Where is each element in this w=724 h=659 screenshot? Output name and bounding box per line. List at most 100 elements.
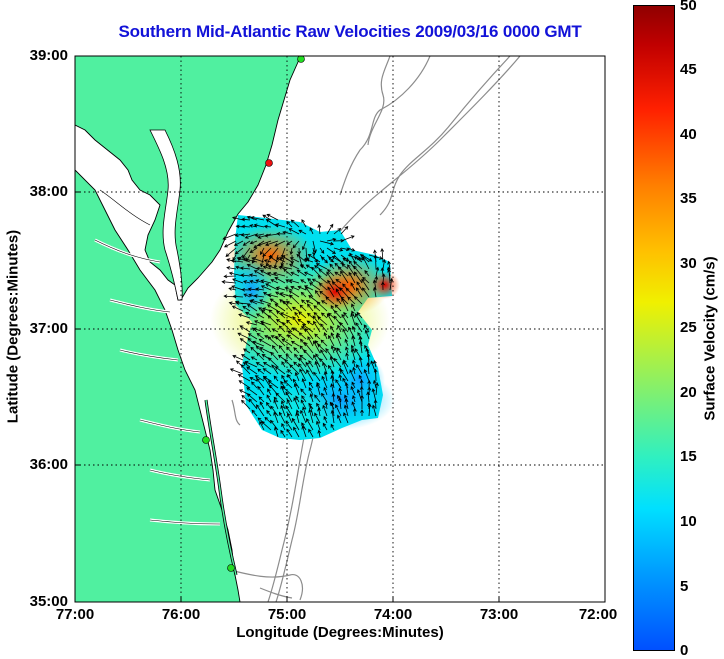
velocity-arrow [353, 296, 363, 305]
velocity-arrow [382, 258, 386, 270]
velocity-arrow [313, 340, 321, 354]
velocity-arrow [276, 257, 286, 263]
velocity-arrow [355, 287, 363, 298]
velocity-arrow [362, 256, 370, 270]
velocity-arrow [283, 380, 293, 389]
velocity-arrow [314, 290, 321, 298]
velocity-arrow [234, 247, 244, 255]
velocity-arrow [335, 278, 342, 284]
velocity-arrow [258, 396, 265, 403]
velocity-arrow [232, 354, 244, 361]
velocity-arrow [342, 257, 349, 263]
velocity-arrow [249, 247, 258, 253]
velocity-arrow [294, 353, 300, 361]
velocity-arrow [275, 392, 286, 403]
velocity-arrow [317, 429, 322, 438]
velocity-arrow [317, 316, 328, 326]
velocity-arrow [250, 356, 258, 361]
velocity-arrow [298, 229, 307, 235]
velocity-arrow [231, 216, 244, 221]
velocity-arrow [281, 386, 293, 396]
velocity-arrow [335, 404, 342, 417]
velocity-arrow [274, 277, 286, 284]
velocity-arrow [356, 281, 363, 291]
velocity-arrow [287, 369, 293, 375]
velocity-arrow [275, 286, 286, 291]
velocity-arrow [311, 247, 316, 256]
velocity-arrow [330, 423, 335, 431]
x-tick-label: 73:00 [479, 606, 519, 623]
velocity-arrow [250, 346, 258, 354]
tick-marks [75, 191, 500, 602]
velocity-arrow [353, 271, 363, 284]
velocity-arrow [291, 306, 300, 312]
grid-lines [75, 56, 605, 602]
velocity-arrow [221, 280, 237, 284]
velocity-arrow [347, 264, 356, 277]
velocity-arrow [296, 253, 307, 263]
velocity-arrow [228, 301, 237, 306]
velocity-arrow [298, 363, 307, 375]
velocity-arrow [330, 332, 335, 340]
velocity-arrow [241, 287, 251, 292]
velocity-arrow [322, 422, 328, 431]
y-tick-label: 39:00 [29, 47, 68, 64]
velocity-arrow [337, 266, 349, 277]
velocity-arrow [373, 254, 378, 270]
velocity-arrow [228, 271, 244, 277]
velocity-arrow [247, 333, 258, 340]
velocity-arrow [338, 396, 342, 410]
velocity-vectors [221, 213, 394, 438]
velocity-arrow [356, 389, 363, 403]
velocity-arrow [242, 247, 251, 259]
velocity-arrow [248, 398, 258, 410]
velocity-arrow [242, 240, 251, 246]
velocity-arrow [285, 300, 293, 305]
velocity-arrow [366, 362, 371, 375]
y-axis-label: Latitude (Degrees:Minutes) [4, 229, 22, 424]
velocity-arrow [338, 387, 343, 396]
velocity-arrow [241, 217, 251, 222]
velocity-arrow [301, 425, 307, 438]
y-tick-label: 37:00 [29, 320, 68, 337]
velocity-arrow [292, 240, 300, 249]
velocity-arrow [249, 377, 258, 382]
velocity-arrow [359, 385, 364, 396]
velocity-arrow [246, 263, 258, 270]
velocity-arrow [300, 279, 307, 284]
velocity-arrow [353, 261, 363, 270]
velocity-arrow [311, 278, 321, 284]
velocity-arrow [265, 219, 279, 228]
velocity-arrow [257, 385, 265, 396]
velocity-arrow [364, 270, 370, 277]
velocity-arrow [247, 338, 258, 347]
velocity-arrow [344, 382, 349, 396]
velocity-arrow [381, 273, 386, 284]
velocity-arrow [262, 214, 272, 221]
velocity-arrow [259, 299, 272, 305]
velocity-arrow [372, 404, 377, 417]
velocity-arrow [302, 323, 314, 333]
velocity-arrow [343, 412, 349, 424]
velocity-arrow [311, 266, 321, 277]
velocity-arrow [249, 279, 258, 284]
velocity-arrow [389, 277, 394, 291]
velocity-arrow [250, 216, 265, 221]
velocity-arrow [350, 282, 356, 291]
velocity-arrow [307, 254, 321, 263]
velocity-arrow [320, 339, 328, 347]
velocity-arrow [241, 394, 251, 403]
velocity-arrow [251, 381, 258, 389]
velocity-arrow [291, 327, 300, 333]
velocity-arrow [256, 332, 265, 340]
velocity-arrow [245, 321, 258, 326]
velocity-arrow [318, 268, 328, 277]
colorbar-tick-label: 25 [680, 319, 697, 336]
velocity-arrow [281, 374, 286, 382]
velocity-arrow [285, 420, 293, 431]
velocity-arrow [255, 279, 265, 284]
velocity-arrow [231, 305, 244, 312]
velocity-arrow [243, 293, 251, 298]
velocity-arrow [297, 285, 307, 291]
